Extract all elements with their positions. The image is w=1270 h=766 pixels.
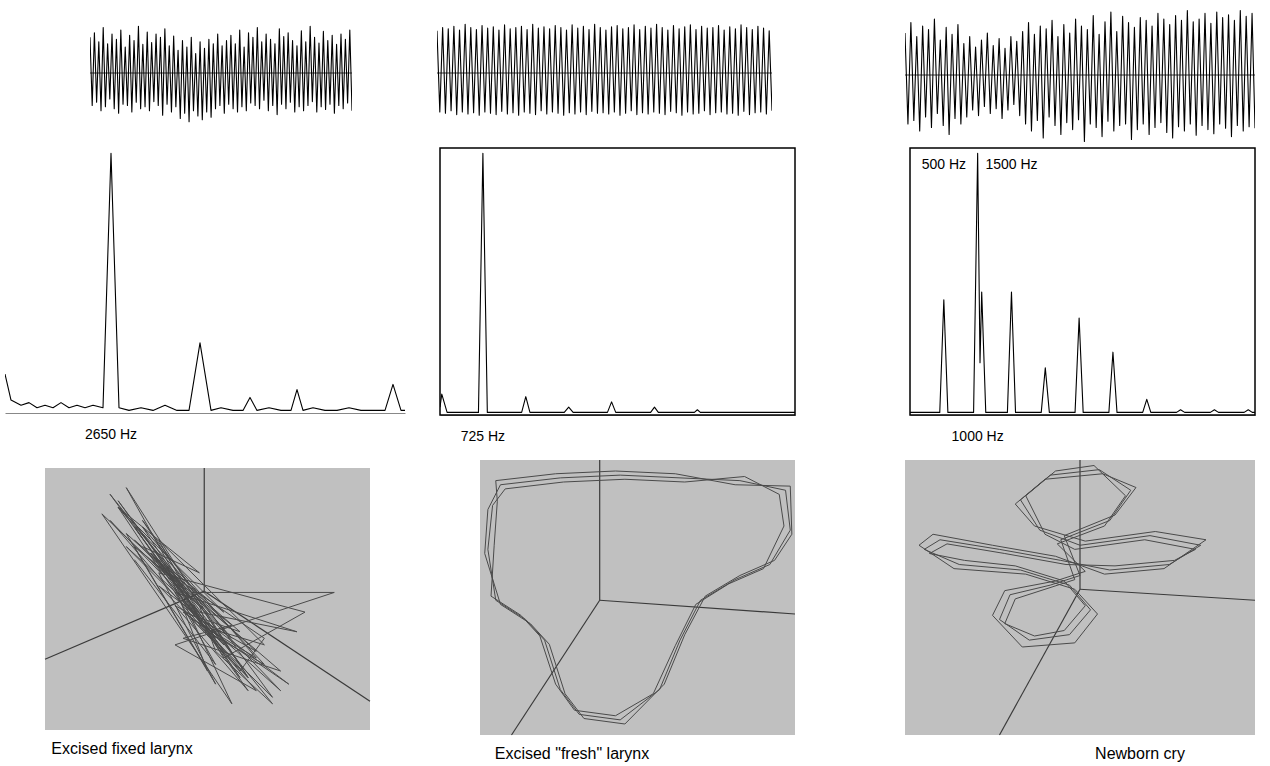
signal-line bbox=[437, 24, 772, 115]
panel bbox=[437, 24, 772, 115]
axis-3d bbox=[204, 468, 205, 591]
panel bbox=[90, 26, 352, 122]
x-axis-line bbox=[6, 413, 406, 414]
plot-background bbox=[905, 460, 1255, 735]
annotation: 2650 Hz bbox=[85, 426, 137, 442]
signal-line bbox=[440, 153, 795, 412]
marks bbox=[485, 471, 792, 724]
figure-svg: 2650 Hz 725 Hz 500 Hz 1500 Hz 1000 Hz Excised… bbox=[0, 0, 1270, 766]
panel: 725 Hz bbox=[440, 148, 796, 444]
signal-line bbox=[910, 153, 1255, 412]
marks bbox=[910, 153, 1255, 412]
x-axis bbox=[6, 413, 406, 414]
panel: Excised fixed larynx bbox=[45, 468, 370, 757]
signal-line bbox=[905, 11, 1255, 142]
annotation: 1000 Hz bbox=[952, 428, 1004, 444]
signal-line bbox=[90, 26, 352, 122]
panel: 2650 Hz bbox=[5, 153, 406, 442]
annotation: 500 Hz bbox=[922, 156, 966, 172]
axis-3d bbox=[599, 460, 600, 600]
axis-3d bbox=[1079, 460, 1080, 589]
annotation: 1500 Hz bbox=[985, 156, 1037, 172]
marks bbox=[440, 153, 795, 412]
marks bbox=[102, 488, 334, 704]
panel bbox=[905, 11, 1255, 142]
trajectory bbox=[102, 488, 334, 704]
trajectory bbox=[485, 471, 792, 724]
marks bbox=[919, 466, 1206, 648]
plot-frame bbox=[910, 148, 1255, 415]
caption: Excised fixed larynx bbox=[51, 740, 192, 757]
signal-line bbox=[5, 153, 405, 410]
panel: 500 Hz 1500 Hz 1000 Hz bbox=[910, 148, 1256, 444]
axis-3d bbox=[1080, 589, 1255, 600]
marks bbox=[5, 153, 405, 410]
marks bbox=[437, 24, 772, 115]
figure: 2650 Hz 725 Hz 500 Hz 1500 Hz 1000 Hz Excised… bbox=[0, 0, 1270, 766]
caption: Newborn cry bbox=[1095, 745, 1185, 762]
plot-frame bbox=[440, 148, 795, 415]
marks bbox=[90, 26, 352, 122]
trajectory bbox=[919, 466, 1206, 648]
panel: Newborn cry bbox=[905, 460, 1255, 762]
caption: Excised "fresh" larynx bbox=[495, 745, 650, 762]
panel: Excised "fresh" larynx bbox=[480, 460, 795, 762]
marks bbox=[905, 11, 1255, 142]
plot-background bbox=[480, 460, 795, 735]
axis-3d bbox=[1000, 589, 1081, 735]
plot-background bbox=[45, 468, 370, 730]
annotation: 725 Hz bbox=[461, 428, 505, 444]
